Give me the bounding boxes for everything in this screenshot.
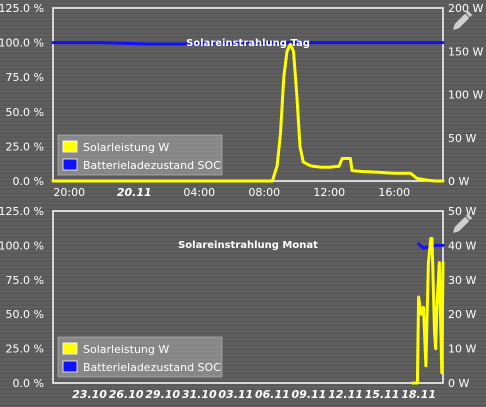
daily-chart-title: Solareinstrahlung Tag	[186, 38, 310, 49]
monthly-series-battery-soc-line	[417, 242, 445, 250]
daily-x-tick: 04:00	[183, 186, 215, 199]
pencil-tip	[453, 24, 459, 30]
daily-x-tick: 12:00	[313, 186, 345, 199]
daily-left-tick: 50.0 %	[6, 106, 44, 119]
monthly-left-tick: 0.0 %	[13, 377, 44, 390]
monthly-x-tick: 15.11	[365, 388, 400, 401]
monthly-right-tick: 20 W	[448, 308, 476, 321]
daily-legend-box	[57, 134, 223, 176]
monthly-legend-swatch	[62, 360, 78, 373]
monthly-chart-title: Solareinstrahlung Monat	[178, 240, 318, 251]
daily-left-tick: 75.0 %	[6, 71, 44, 84]
daily-legend: Solarleistung W Batterieladezustand SOC	[57, 134, 223, 176]
monthly-left-tick: 75.0 %	[6, 274, 44, 287]
monthly-x-tick: 12.11	[328, 388, 363, 401]
daily-x-tick: 20.11	[117, 186, 152, 199]
daily-x-tick: 16:00	[378, 186, 410, 199]
daily-right-tick: 150 W	[448, 45, 483, 58]
pencil-eraser	[465, 213, 473, 221]
daily-legend-label: Batterieladezustand SOC	[83, 159, 221, 172]
pencil-edit-icon[interactable]	[451, 10, 473, 32]
daily-solar-chart: 125.0 % 100.0 % 75.0 % 50.0 % 25.0 % 0.0 % 200…	[0, 2, 483, 199]
daily-legend-swatch	[62, 158, 78, 171]
monthly-series-solar-power-line	[411, 237, 445, 385]
daily-left-tick: 0.0 %	[13, 175, 44, 188]
monthly-x-tick: 31.10	[182, 388, 217, 401]
monthly-left-tick: 100.0 %	[0, 239, 44, 252]
monthly-x-tick: 23.10	[72, 388, 107, 401]
monthly-x-tick: 03.11	[218, 388, 253, 401]
pencil-body	[454, 14, 469, 29]
monthly-right-tick: 50 W	[448, 205, 476, 218]
monthly-right-tick: 10 W	[448, 343, 476, 356]
monthly-x-tick: 09.11	[292, 388, 327, 401]
monthly-left-tick: 50.0 %	[6, 308, 44, 321]
daily-right-tick: 50 W	[448, 132, 476, 145]
monthly-left-tick: 25.0 %	[6, 343, 44, 356]
monthly-right-tick: 30 W	[448, 274, 476, 287]
daily-left-tick: 100.0 %	[0, 37, 44, 50]
pencil-tip	[453, 227, 459, 233]
monthly-right-tick: 40 W	[448, 239, 476, 252]
daily-series-solar-power-line	[51, 42, 445, 183]
monthly-x-tick: 29.10	[145, 388, 180, 401]
daily-right-tick: 100 W	[448, 89, 483, 102]
pencil-body	[454, 217, 469, 232]
monthly-x-tick: 18.11	[401, 388, 436, 401]
daily-left-tick: 125.0 %	[0, 2, 44, 15]
monthly-left-tick: 125.0 %	[0, 205, 44, 218]
monthly-legend-label: Solarleistung W	[83, 343, 169, 356]
pencil-edit-icon[interactable]	[451, 213, 473, 235]
monthly-solar-chart: 125.0 % 100.0 % 75.0 % 50.0 % 25.0 % 0.0 % 50 …	[0, 205, 476, 401]
daily-series-battery-soc-line	[51, 41, 445, 46]
monthly-legend: Solarleistung W Batterieladezustand SOC	[57, 336, 223, 378]
daily-legend-label: Solarleistung W	[83, 141, 169, 154]
pencil-eraser	[465, 10, 473, 18]
monthly-legend-box	[57, 336, 223, 378]
monthly-x-tick: 06.11	[255, 388, 290, 401]
daily-legend-swatch	[62, 140, 78, 153]
monthly-legend-swatch	[62, 342, 78, 355]
daily-x-tick: 08:00	[248, 186, 280, 199]
monthly-legend-label: Batterieladezustand SOC	[83, 361, 221, 374]
daily-right-tick: 200 W	[448, 2, 483, 15]
daily-right-tick: 0 W	[448, 175, 469, 188]
daily-x-tick: 20:00	[53, 186, 85, 199]
monthly-right-tick: 0 W	[448, 377, 469, 390]
monthly-x-tick: 26.10	[109, 388, 144, 401]
daily-left-tick: 25.0 %	[6, 140, 44, 153]
